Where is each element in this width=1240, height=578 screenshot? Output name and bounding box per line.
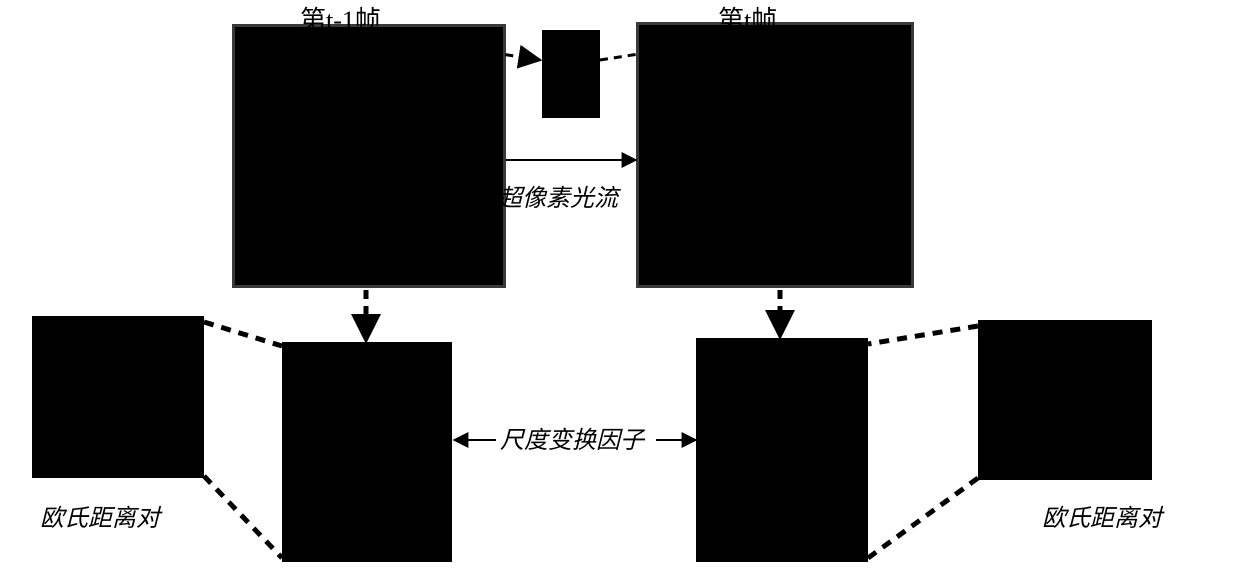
crop-curr-box	[696, 338, 868, 562]
euclid-pair-left-label: 欧氏距离对	[40, 498, 160, 533]
pair-right-bottom	[868, 478, 978, 558]
small-between-box	[542, 30, 600, 118]
frame-prev-box	[232, 24, 506, 288]
pair-left-top	[204, 322, 282, 346]
euclid-pair-right-label: 欧氏距离对	[1042, 498, 1162, 533]
superpixel-flow-label: 超像素光流	[498, 178, 618, 213]
pair-left-bottom	[204, 476, 282, 558]
connectors-svg	[0, 0, 1240, 578]
frame-prev-title: 第t-1帧	[300, 0, 381, 37]
diagram-stage: 第t-1帧 第t帧 超像素光流 尺度变换因子 欧氏距离对 欧氏距离对	[0, 0, 1240, 578]
pair-right-top	[868, 326, 978, 344]
pair-right-box	[978, 320, 1152, 480]
pair-left-box	[32, 316, 204, 478]
frame-curr-box	[636, 22, 914, 288]
crop-prev-box	[282, 342, 452, 562]
scale-factor-label: 尺度变换因子	[500, 420, 644, 455]
frame-curr-title: 第t帧	[718, 0, 777, 37]
